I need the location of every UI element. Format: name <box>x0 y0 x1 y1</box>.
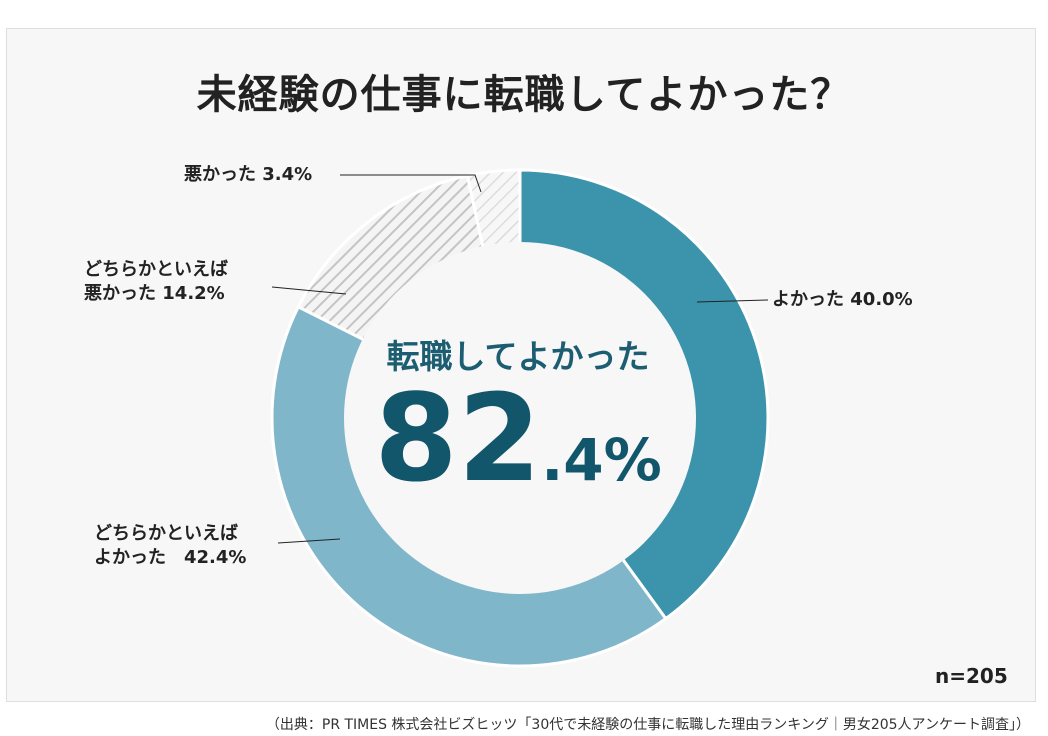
center-value-main: 82 <box>374 370 542 509</box>
donut-hole <box>344 242 696 594</box>
center-value: 82.4% <box>360 380 676 500</box>
slice-label-rather-bad-line-2: 悪かった 14.2% <box>84 283 225 304</box>
center-value-decimal: .4% <box>541 426 662 494</box>
center-caption: 転職してよかった <box>386 337 650 376</box>
slice-label-good-line: よかった 40.0% <box>772 289 913 310</box>
slice-label-rather-bad: どちらかといえば 悪かった 14.2% <box>84 258 228 306</box>
leader-line-rather-bad <box>271 286 347 295</box>
sample-size: n=205 <box>935 664 1008 688</box>
slice-label-rather-good-line-2: よかった 42.4% <box>94 547 247 568</box>
slice-label-good: よかった 40.0% <box>772 288 913 312</box>
slice-label-rather-good-line-1: どちらかといえば <box>94 523 238 544</box>
slice-label-rather-good: どちらかといえば よかった 42.4% <box>94 522 246 570</box>
leader-line-bad <box>340 174 482 193</box>
slice-label-bad: 悪かった 3.4% <box>184 163 312 187</box>
leader-line-good <box>696 299 769 303</box>
source-citation: （出典：PR TIMES 株式会社ビズヒッツ「30代で未経験の仕事に転職した理由… <box>265 717 1030 733</box>
slice-label-rather-bad-line-1: どちらかといえば <box>84 259 228 280</box>
slice-label-bad-line: 悪かった 3.4% <box>184 164 313 185</box>
leader-line-rather-good <box>277 538 341 544</box>
chart-title: 未経験の仕事に転職してよかった？ <box>196 72 852 118</box>
